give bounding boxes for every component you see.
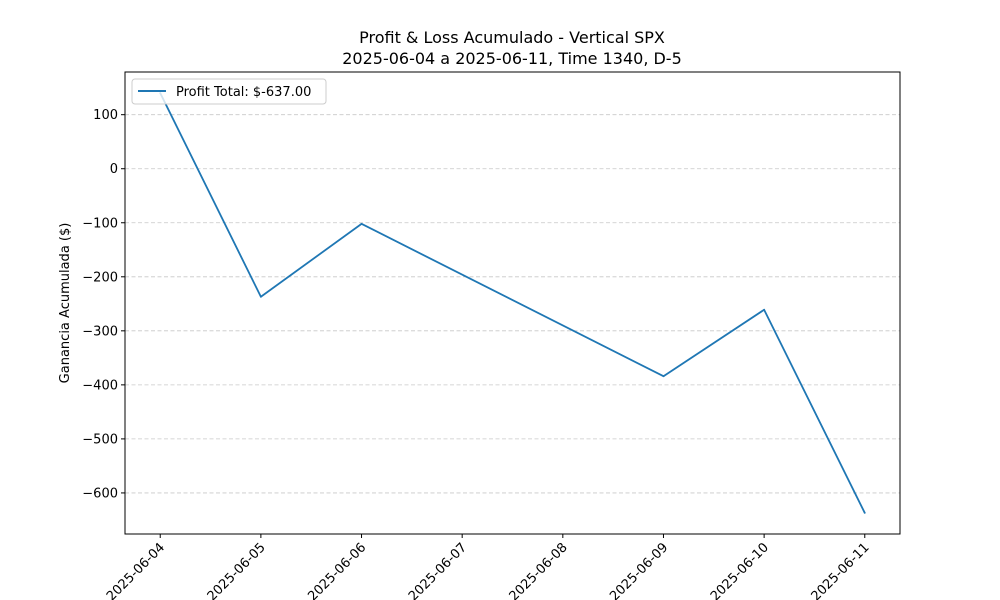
y-tick-label: 100	[93, 108, 118, 123]
y-tick-label: −400	[82, 378, 118, 393]
x-tick-label: 2025-06-05	[205, 540, 269, 600]
plot-frame	[124, 71, 901, 535]
y-tick-label: 0	[110, 162, 118, 177]
x-tick-label: 2025-06-06	[305, 540, 369, 600]
y-tick-label: −500	[82, 432, 118, 447]
y-tick-label: −300	[82, 324, 118, 339]
y-axis-label: Ganancia Acumulada ($)	[58, 223, 73, 384]
legend: Profit Total: $-637.00	[131, 78, 327, 105]
x-tick-label: 2025-06-08	[507, 540, 571, 600]
y-tick-label: −600	[82, 486, 118, 501]
data-point	[259, 295, 262, 298]
chart-subtitle: 2025-06-04 a 2025-06-11, Time 1340, D-5	[342, 49, 682, 68]
x-tick-label: 2025-06-07	[406, 540, 470, 600]
chart-title: Profit & Loss Acumulado - Vertical SPX	[359, 28, 665, 47]
data-point	[863, 512, 866, 514]
data-point	[763, 308, 766, 311]
x-tick-label: 2025-06-11	[809, 540, 873, 600]
x-tick-label: 2025-06-09	[607, 540, 671, 600]
legend-label: Profit Total: $-637.00	[176, 85, 311, 100]
x-tick-label: 2025-06-04	[104, 540, 168, 600]
x-tick-label: 2025-06-10	[708, 540, 772, 600]
series-line	[159, 92, 866, 514]
y-tick-label: −100	[82, 216, 118, 231]
data-point	[360, 222, 363, 225]
y-tick-label: −200	[82, 270, 118, 285]
legend-box	[131, 78, 327, 105]
data-point	[662, 375, 665, 378]
